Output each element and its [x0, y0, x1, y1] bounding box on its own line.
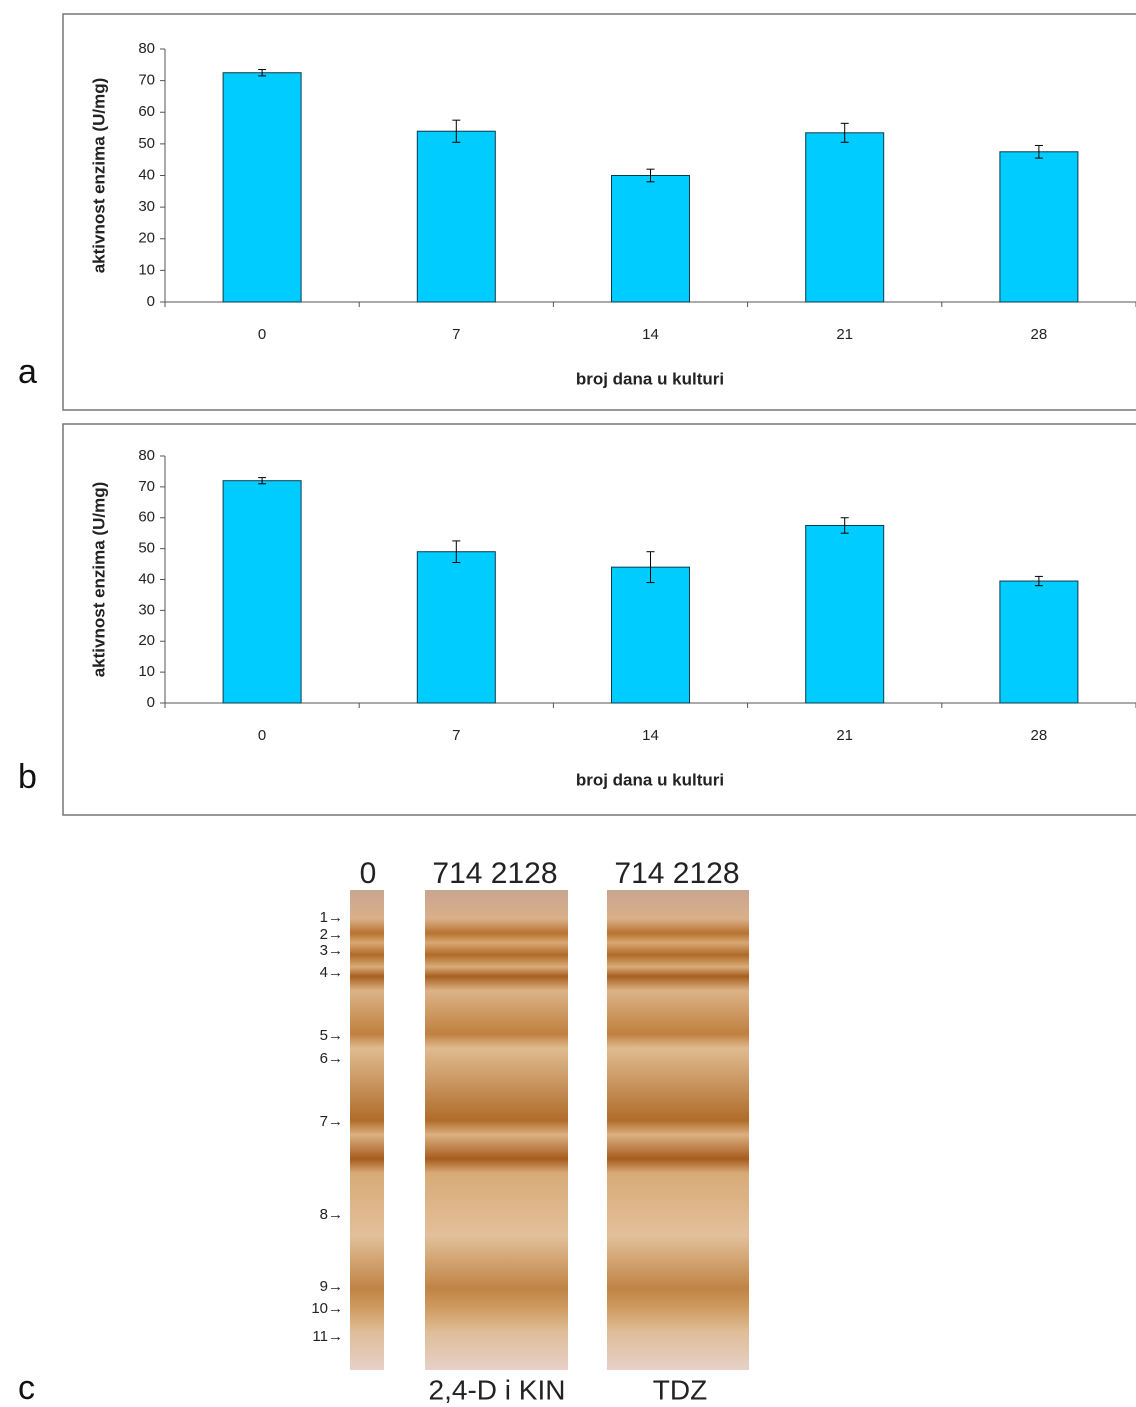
- y-tick-label: 40: [138, 570, 155, 587]
- band-label: 10→: [311, 1300, 343, 1317]
- y-tick-label: 80: [138, 40, 155, 57]
- panel-label: a: [18, 353, 37, 391]
- error-bar: [1034, 575, 1043, 587]
- bar: [611, 175, 690, 303]
- bar: [222, 72, 302, 303]
- y-tick-label: 20: [138, 230, 155, 247]
- treatment-label: 2,4-D i KIN: [429, 1374, 566, 1405]
- y-tick-label: 50: [138, 540, 155, 557]
- y-tick-label: 70: [138, 72, 155, 89]
- bar: [999, 151, 1079, 303]
- y-tick-label: 30: [138, 601, 155, 618]
- y-tick-label: 0: [147, 694, 155, 711]
- panel-frame: [62, 13, 1136, 411]
- bar: [611, 566, 690, 704]
- gel-lane: [350, 890, 384, 1370]
- error-bar: [258, 477, 267, 485]
- x-tick-label: 7: [452, 727, 460, 744]
- lane-label: 714 2128: [614, 857, 739, 890]
- panel-frame: [62, 423, 1136, 816]
- gel-lane: [425, 890, 568, 1370]
- band-label: 7→: [320, 1113, 343, 1130]
- band-label: 3→: [320, 942, 343, 959]
- y-tick-label: 60: [138, 103, 155, 120]
- x-tick-label: 0: [258, 326, 266, 343]
- lane-label: 0: [360, 857, 377, 890]
- y-axis-title: aktivnost enzima (U/mg): [89, 482, 108, 678]
- y-tick-label: 30: [138, 198, 155, 215]
- x-axis-title: broj dana u kulturi: [576, 770, 724, 789]
- band-label: 1→: [320, 909, 343, 926]
- x-tick-label: 21: [836, 727, 853, 744]
- bar: [416, 551, 496, 704]
- band-label: 5→: [320, 1027, 343, 1044]
- x-axis-title: broj dana u kulturi: [576, 369, 724, 388]
- y-tick-label: 10: [138, 663, 155, 680]
- y-tick-label: 20: [138, 632, 155, 649]
- error-bar: [646, 168, 655, 183]
- panel-label: b: [18, 758, 37, 796]
- error-bar: [646, 551, 655, 584]
- bar: [805, 524, 885, 704]
- x-tick-label: 28: [1031, 326, 1048, 343]
- y-tick-label: 50: [138, 135, 155, 152]
- bar: [805, 132, 885, 303]
- bar: [999, 580, 1079, 704]
- y-tick-label: 80: [138, 447, 155, 464]
- error-bar: [452, 540, 461, 564]
- band-label: 8→: [320, 1206, 343, 1223]
- x-tick-label: 21: [836, 326, 853, 343]
- error-bar: [840, 517, 849, 534]
- band-label: 4→: [320, 964, 343, 981]
- panel-label: c: [18, 1369, 35, 1407]
- y-tick-label: 60: [138, 509, 155, 526]
- error-bar: [452, 119, 461, 143]
- y-tick-label: 10: [138, 261, 155, 278]
- bar: [222, 480, 302, 704]
- error-bar: [840, 122, 849, 143]
- lane-label: 714 2128: [432, 857, 557, 890]
- x-tick-label: 0: [258, 727, 266, 744]
- treatment-label: TDZ: [653, 1374, 707, 1405]
- x-tick-label: 14: [642, 727, 659, 744]
- band-label: 9→: [320, 1278, 343, 1295]
- error-bar: [258, 69, 267, 77]
- y-tick-label: 70: [138, 478, 155, 495]
- band-label: 11→: [312, 1328, 343, 1345]
- y-tick-label: 0: [147, 293, 155, 310]
- gel-lane: [607, 890, 749, 1370]
- y-axis-title: aktivnost enzima (U/mg): [89, 78, 108, 274]
- band-label: 2→: [320, 926, 343, 943]
- bar: [416, 130, 496, 303]
- x-tick-label: 28: [1031, 727, 1048, 744]
- x-tick-label: 7: [452, 326, 460, 343]
- band-label: 6→: [320, 1050, 343, 1067]
- x-tick-label: 14: [642, 326, 659, 343]
- y-tick-label: 40: [138, 166, 155, 183]
- error-bar: [1034, 144, 1043, 159]
